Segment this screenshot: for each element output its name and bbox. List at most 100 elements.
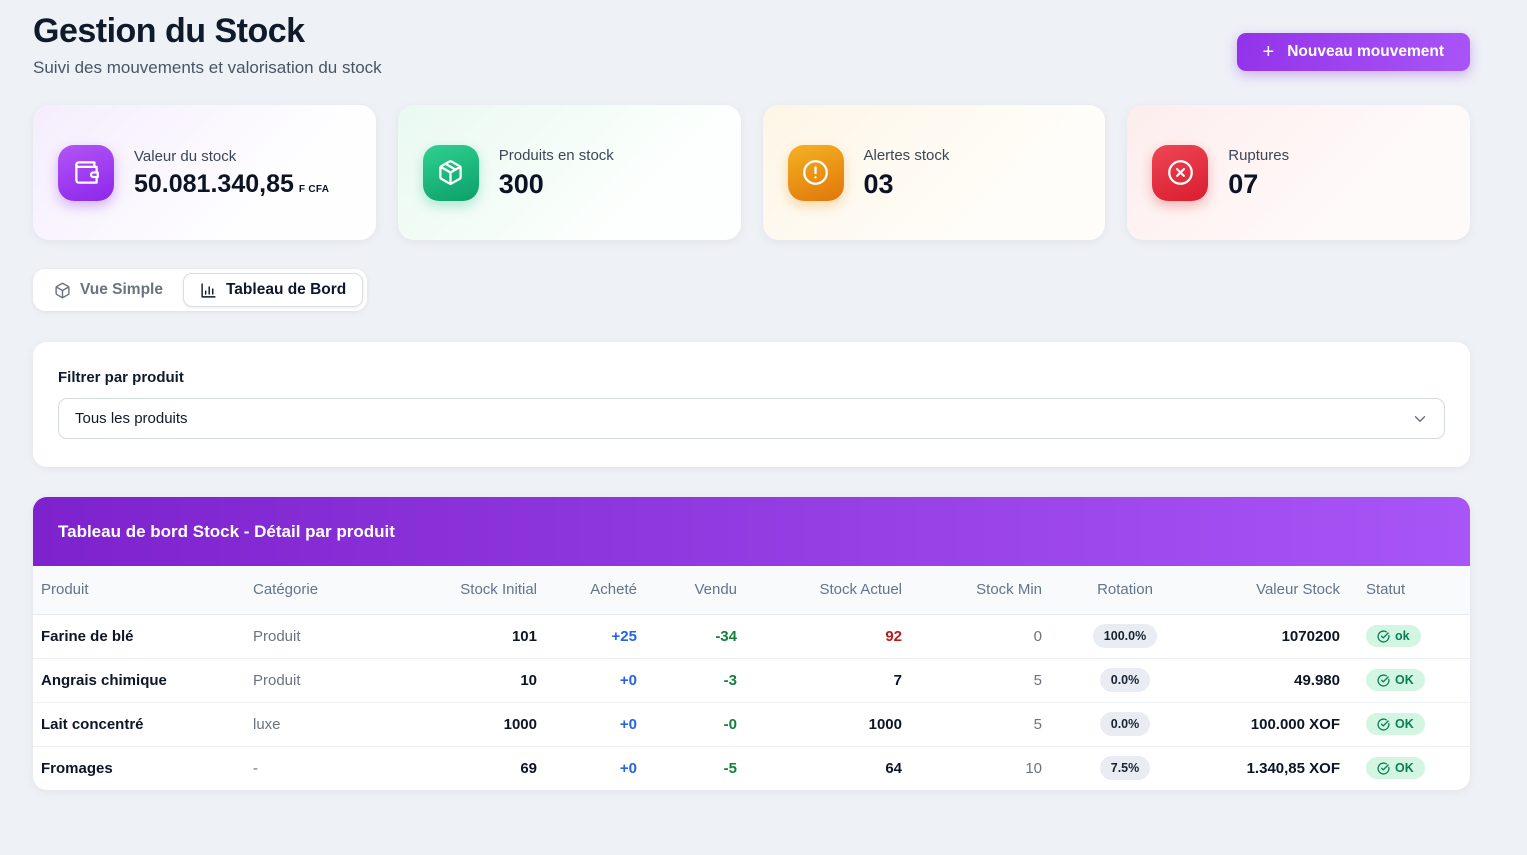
cell-stock-actuel: 7 [745, 658, 910, 703]
rotation-badge: 100.0% [1092, 624, 1158, 648]
page-subtitle: Suivi des mouvements et valorisation du … [33, 58, 382, 77]
cell-valeur-stock: 100.000 XOF [1200, 702, 1348, 747]
stat-card-stock-alerts: Alertes stock 03 [762, 105, 1106, 240]
cell-vendu: -34 [645, 614, 745, 659]
check-circle-icon [1377, 630, 1390, 643]
cell-stock-min: 5 [910, 702, 1050, 747]
cell-stock-actuel: 92 [745, 614, 910, 659]
stat-text: Produits en stock 300 [499, 147, 614, 198]
stat-card-stock-value: Valeur du stock 50.081.340,85 F CFA [33, 105, 376, 240]
column-header-valeur-stock: Valeur Stock [1200, 566, 1348, 615]
cell-valeur-stock: 49.980 [1200, 658, 1348, 703]
view-simple-button[interactable]: Vue Simple [37, 273, 180, 307]
column-header-stock-initial: Stock Initial [435, 566, 545, 615]
cell-categorie: Produit [245, 658, 435, 703]
status-badge: OK [1366, 757, 1425, 780]
check-circle-icon [1377, 718, 1390, 731]
stat-cards-row: Valeur du stock 50.081.340,85 F CFA Produ… [33, 105, 1470, 240]
stat-value: 07 [1228, 169, 1259, 199]
cell-categorie: luxe [245, 702, 435, 747]
column-header-produit: Produit [33, 566, 245, 615]
status-badge: OK [1366, 713, 1425, 735]
stat-text: Alertes stock 03 [864, 147, 950, 198]
cell-stock-min: 0 [910, 614, 1050, 659]
x-circle-icon [1152, 144, 1209, 201]
cell-achete: +0 [619, 759, 637, 777]
stat-label: Alertes stock [863, 147, 950, 164]
stock-table-card: Tableau de bord Stock - Détail par produ… [33, 497, 1470, 790]
cell-rotation: 100.0% [1050, 614, 1200, 659]
selected-product-option: Tous les produits [75, 410, 188, 427]
cell-categorie: Produit [245, 614, 435, 659]
table-row-angrais-chimique: Angrais chimique Produit 10 +0 -3 7 5 0.… [33, 658, 1470, 703]
product-filter-select[interactable]: Tous les produits [58, 398, 1445, 439]
filter-label: Filtrer par produit [58, 369, 184, 386]
cell-produit: Angrais chimique [33, 658, 245, 703]
stat-card-products-in-stock: Produits en stock 300 [397, 105, 741, 240]
cell-statut: OK [1348, 746, 1470, 790]
cell-stock-actuel: 64 [885, 759, 902, 777]
wallet-icon [58, 144, 114, 201]
column-header-rotation: Rotation [1050, 566, 1200, 615]
cell-stock-initial: 69 [520, 759, 537, 777]
package-icon [422, 144, 479, 201]
cell-stock-min: 10 [1025, 759, 1042, 777]
alert-circle-icon [787, 144, 844, 201]
cell-produit: Lait concentré [33, 702, 245, 747]
new-movement-button[interactable]: + Nouveau mouvement [1236, 33, 1470, 71]
view-toggle: Vue Simple Tableau de Bord [33, 269, 368, 311]
stock-table: Produit Catégorie Stock Initial Acheté V… [33, 566, 1470, 790]
chevron-down-icon [1411, 410, 1429, 428]
bar-chart-icon [200, 282, 217, 299]
table-header-row: Produit Catégorie Stock Initial Acheté V… [33, 566, 1470, 615]
cell-valeur-stock: 1.340,85 XOF [1246, 759, 1340, 777]
rotation-badge: 0.0% [1099, 712, 1151, 736]
stat-amount: 50.081.340,85 [134, 170, 294, 198]
stat-value: 03 [863, 169, 894, 199]
title-block: Gestion du Stock Suivi des mouvements et… [33, 12, 382, 78]
column-header-vendu: Vendu [645, 566, 745, 615]
cube-icon [54, 282, 71, 299]
topbar: Gestion du Stock Suivi des mouvements et… [33, 12, 1470, 78]
cell-statut: OK [1348, 658, 1470, 703]
column-header-stock-min: Stock Min [910, 566, 1050, 615]
cell-achete: +0 [545, 702, 645, 747]
check-circle-icon [1377, 762, 1390, 775]
cell-vendu: -0 [645, 702, 745, 747]
column-header-achete: Acheté [545, 566, 645, 615]
stock-management-page: Gestion du Stock Suivi des mouvements et… [33, 0, 1470, 790]
view-dashboard-button[interactable]: Tableau de Bord [182, 273, 364, 307]
cell-stock-actuel: 1000 [745, 702, 910, 747]
cell-stock-initial: 1000 [435, 702, 545, 747]
column-header-stock-actuel: Stock Actuel [745, 566, 910, 615]
view-simple-label: Vue Simple [80, 281, 163, 298]
currency-suffix: F CFA [298, 184, 330, 195]
stat-label: Produits en stock [498, 147, 614, 164]
table-row-farine-de-ble: Farine de blé Produit 101 +25 -34 92 0 1… [33, 614, 1470, 659]
new-movement-label: Nouveau mouvement [1287, 43, 1444, 60]
cell-rotation: 0.0% [1050, 658, 1200, 703]
cell-produit: Fromages [41, 759, 113, 777]
column-header-categorie: Catégorie [245, 566, 435, 615]
cell-stock-initial: 101 [435, 614, 545, 659]
cell-rotation: 7.5% [1050, 746, 1200, 790]
plus-icon: + [1262, 41, 1275, 63]
cell-stock-initial: 10 [435, 658, 545, 703]
cell-produit: Farine de blé [33, 614, 245, 659]
stat-value: 50.081.340,85 F CFA [134, 172, 329, 197]
cell-achete: +25 [545, 614, 645, 659]
table-title-bar: Tableau de bord Stock - Détail par produ… [33, 497, 1470, 566]
cell-vendu: -3 [645, 658, 745, 703]
cell-stock-min: 5 [910, 658, 1050, 703]
stat-value: 300 [498, 169, 544, 199]
stat-label: Valeur du stock [134, 148, 237, 165]
filter-card: Filtrer par produit Tous les produits [33, 342, 1470, 467]
cell-categorie: - [253, 759, 258, 777]
stat-card-stockouts: Ruptures 07 [1127, 105, 1470, 240]
table-title: Tableau de bord Stock - Détail par produ… [58, 521, 395, 541]
table-row-fromages: Fromages - 69 +0 -5 64 10 7.5% 1.340,85 … [33, 746, 1470, 790]
table-row-lait-concentre: Lait concentré luxe 1000 +0 -0 1000 5 0.… [33, 702, 1470, 747]
cell-achete: +0 [545, 658, 645, 703]
status-badge: OK [1366, 669, 1425, 691]
page-title: Gestion du Stock [33, 12, 305, 50]
